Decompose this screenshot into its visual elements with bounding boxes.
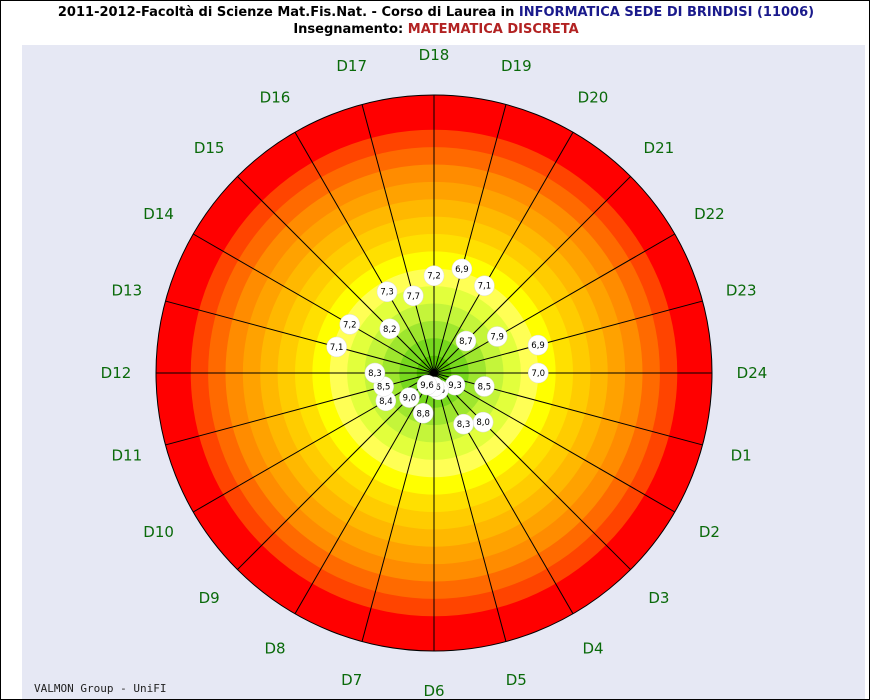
category-label: D20 xyxy=(578,89,609,107)
value-label: 8,4 xyxy=(379,397,393,407)
title-subject: MATEMATICA DISCRETA xyxy=(408,22,579,37)
value-point xyxy=(364,362,386,384)
spoke xyxy=(294,372,435,615)
category-label: D19 xyxy=(501,57,532,75)
value-label: 6,9 xyxy=(531,341,545,351)
spoke xyxy=(294,131,435,374)
value-point xyxy=(412,403,434,424)
category-label: D1 xyxy=(731,446,752,464)
value-label: 8,3 xyxy=(457,420,471,430)
value-point xyxy=(474,376,495,397)
marks: 8,59,38,08,39,59,68,89,69,08,48,58,37,17… xyxy=(326,258,549,435)
spoke xyxy=(192,233,435,374)
spoke xyxy=(433,104,507,374)
value-label: 8,8 xyxy=(416,409,430,419)
spoke xyxy=(237,372,435,570)
category-label: D6 xyxy=(423,682,444,700)
spoke xyxy=(433,372,631,570)
category-label: D2 xyxy=(699,523,720,541)
category-label: D11 xyxy=(112,446,143,464)
value-point xyxy=(527,334,549,356)
value-label: 9,3 xyxy=(448,381,462,391)
value-point xyxy=(451,258,473,280)
value-label: 7,2 xyxy=(343,320,357,330)
value-label: 9,6 xyxy=(420,381,434,391)
value-label: 8,7 xyxy=(459,337,473,347)
value-label: 9,0 xyxy=(403,394,417,404)
value-label: 8,5 xyxy=(478,382,492,392)
title-line1: 2011-2012-Facoltà di Scienze Mat.Fis.Nat… xyxy=(58,5,814,20)
value-label: 7,0 xyxy=(531,369,545,379)
value-point xyxy=(339,314,360,335)
title-course: INFORMATICA SEDE DI BRINDISI (11006) xyxy=(519,5,814,20)
value-point xyxy=(376,281,398,302)
value-point xyxy=(379,318,401,340)
value-label: 7,3 xyxy=(380,288,394,298)
spoke xyxy=(433,131,574,374)
value-label: 7,1 xyxy=(330,343,344,353)
category-label: D24 xyxy=(737,364,768,382)
center-dot xyxy=(430,369,438,377)
value-label: 7,2 xyxy=(427,272,441,282)
category-label: D21 xyxy=(644,139,675,157)
spoke xyxy=(433,233,676,374)
spoke xyxy=(165,300,435,374)
title-part: Insegnamento: xyxy=(293,22,407,37)
value-point xyxy=(455,330,477,352)
value-point xyxy=(399,387,420,408)
category-label: D22 xyxy=(694,205,725,223)
spokes: D1 D2 D3 D4 D5 D6 D7 D8 D9 D10 D11 D12 D13 D14 D15 D16 D… xyxy=(101,46,768,700)
category-label: D4 xyxy=(582,639,603,657)
value-point xyxy=(403,285,424,307)
value-point xyxy=(474,275,495,296)
value-label: 8,3 xyxy=(368,369,382,379)
spoke xyxy=(237,176,435,374)
value-point xyxy=(416,374,438,396)
category-label: D5 xyxy=(506,671,527,689)
category-label: D12 xyxy=(101,364,132,382)
spoke xyxy=(433,372,574,615)
value-label: 8,0 xyxy=(476,418,490,428)
category-label: D9 xyxy=(199,589,220,607)
title-part: 2011-2012-Facoltà di Scienze Mat.Fis.Nat… xyxy=(58,5,519,20)
category-label: D23 xyxy=(726,282,757,300)
value-label: 8,2 xyxy=(383,325,397,335)
value-label: 8,5 xyxy=(377,382,391,392)
category-label: D18 xyxy=(419,46,450,64)
category-label: D16 xyxy=(260,89,291,107)
value-point xyxy=(486,326,508,347)
spoke xyxy=(433,372,507,642)
value-point xyxy=(423,265,445,286)
category-label: D10 xyxy=(143,523,174,541)
value-point xyxy=(453,413,474,435)
value-label: 7,1 xyxy=(478,282,492,292)
value-point xyxy=(326,336,347,358)
value-label: 6,9 xyxy=(455,265,469,275)
category-label: D14 xyxy=(143,205,174,223)
category-label: D8 xyxy=(264,639,285,657)
value-point xyxy=(528,362,549,384)
category-label: D17 xyxy=(336,57,367,75)
value-label: 7,9 xyxy=(490,333,504,343)
footer: VALMON Group - UniFI xyxy=(34,682,166,695)
title-line2: Insegnamento: MATEMATICA DISCRETA xyxy=(293,22,578,37)
category-label: D7 xyxy=(341,671,362,689)
spoke xyxy=(433,300,703,374)
value-label: 7,7 xyxy=(407,292,421,302)
spoke xyxy=(433,372,676,513)
spoke xyxy=(361,104,435,374)
category-label: D13 xyxy=(112,282,143,300)
category-label: D15 xyxy=(194,139,225,157)
category-label: D3 xyxy=(648,589,669,607)
